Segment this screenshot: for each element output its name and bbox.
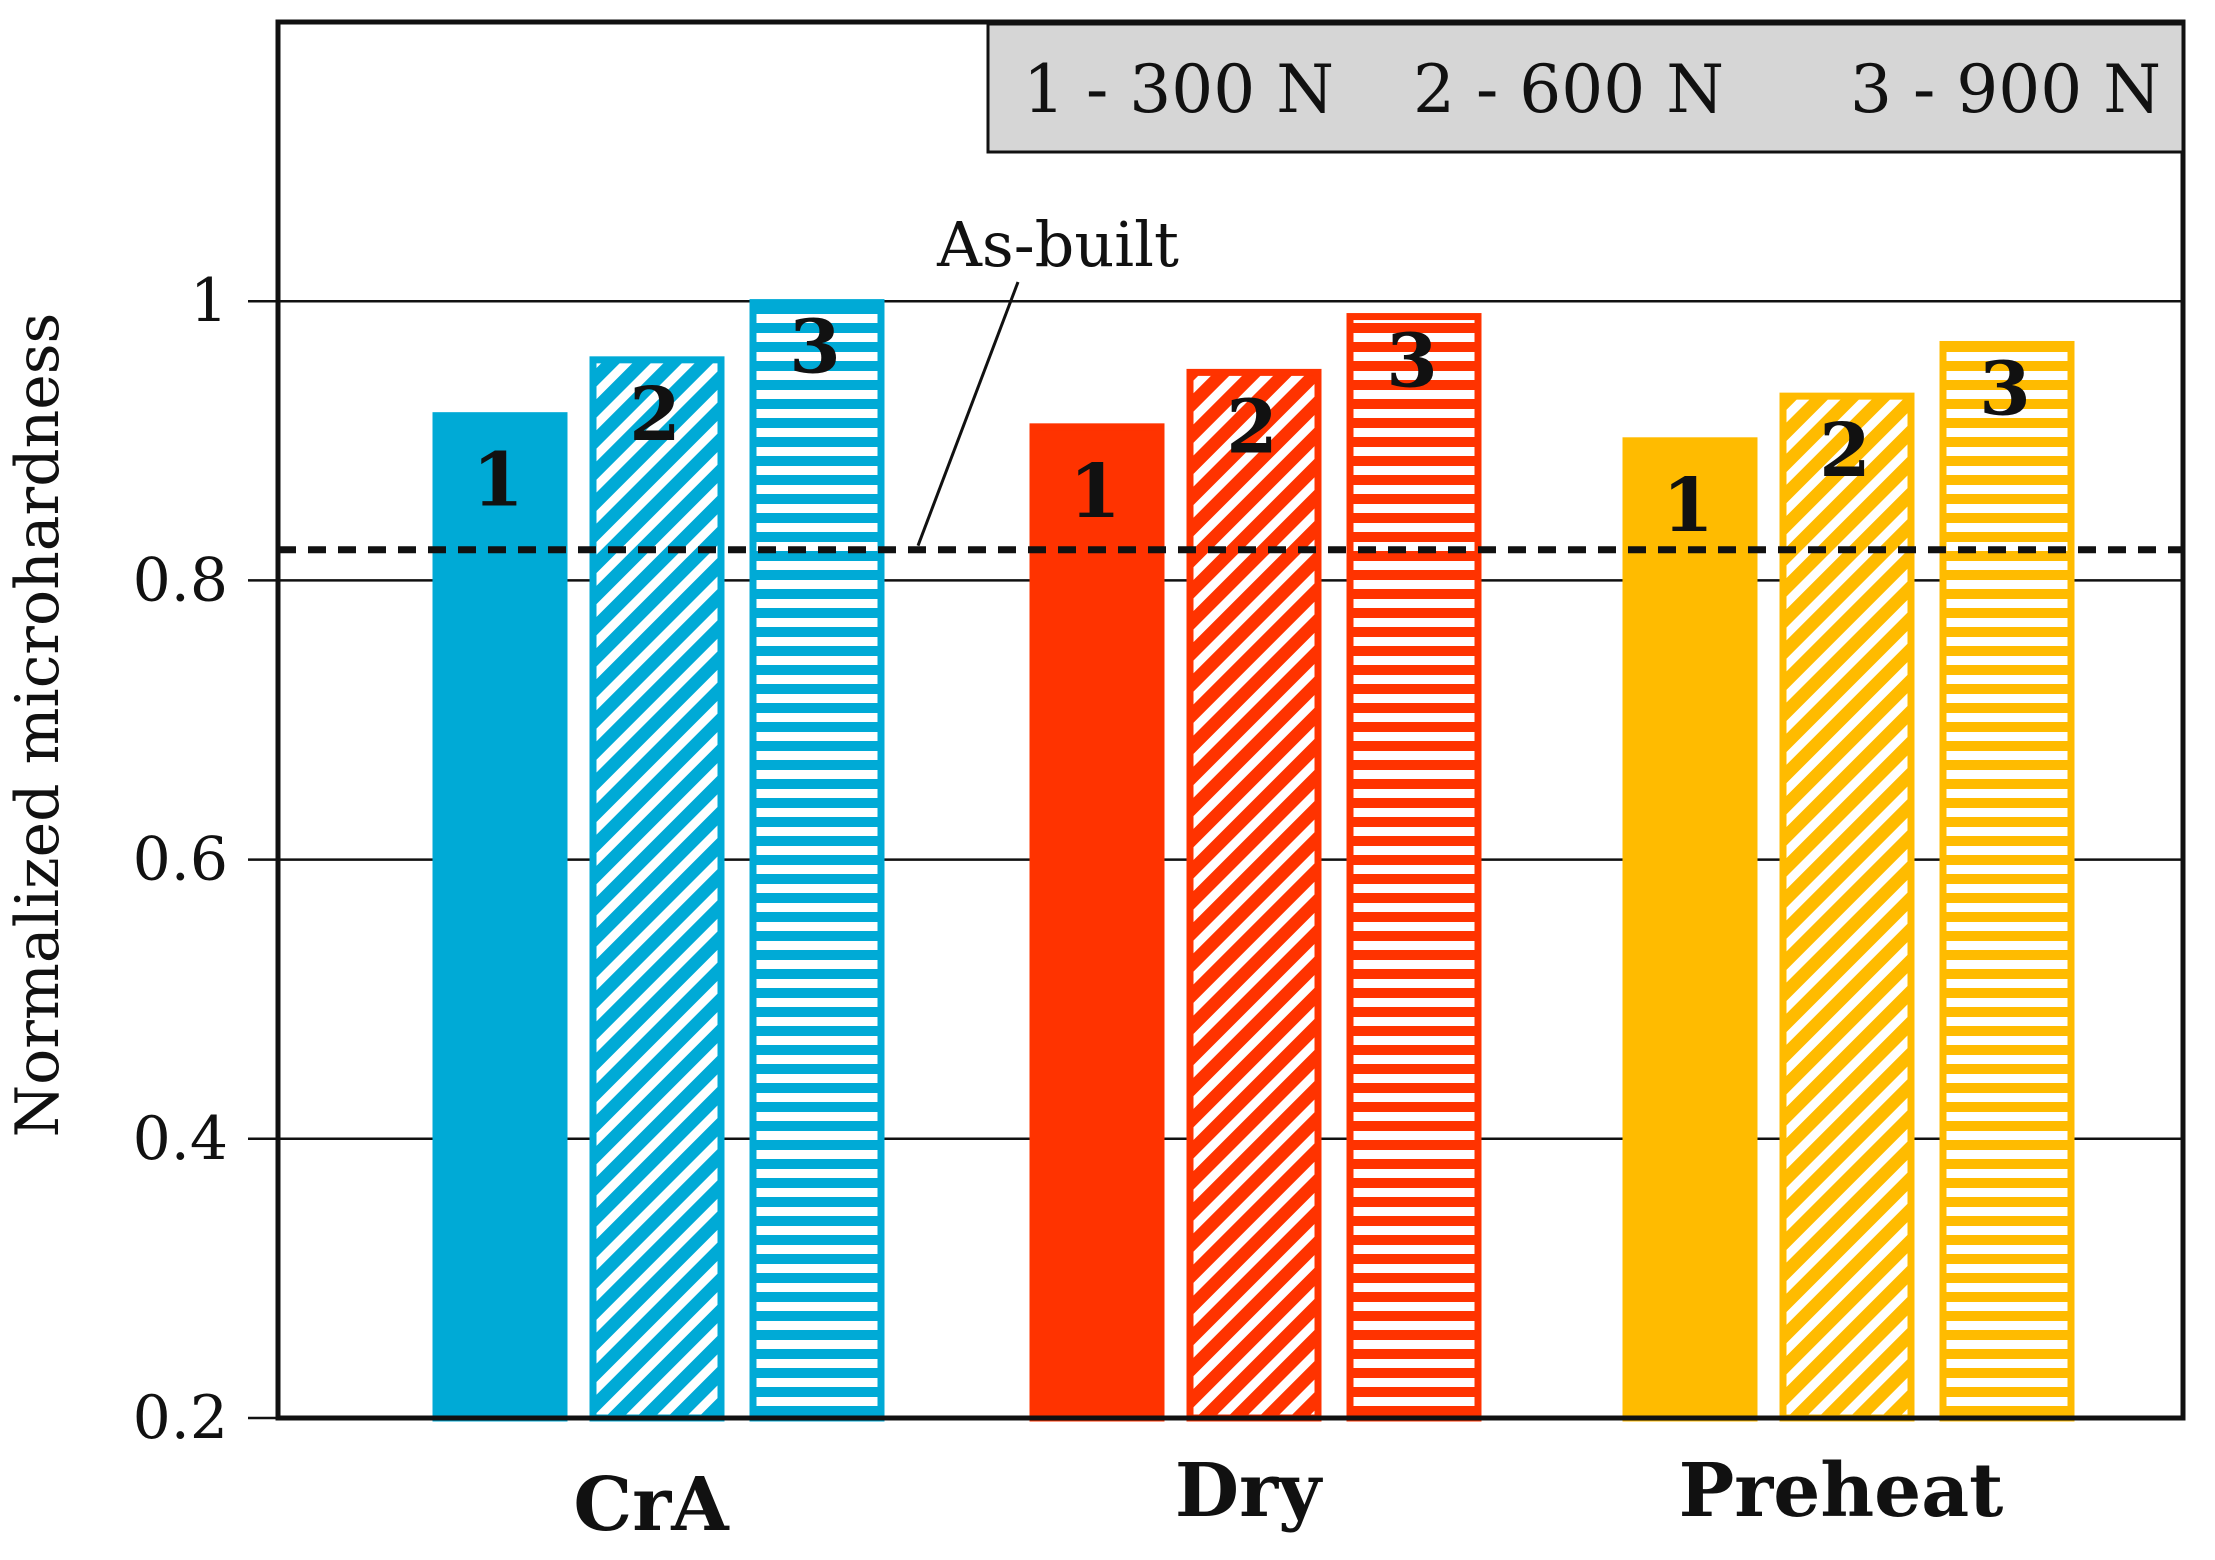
bar-dry-1 (1029, 423, 1165, 1422)
bar-dry-3 (1346, 313, 1482, 1422)
bar-marker-label: 3 (1386, 319, 1438, 405)
bar-marker-label: 3 (1979, 346, 2031, 432)
y-axis-title: Normalized microhardness (3, 313, 73, 1138)
plot-frame (275, 19, 2186, 1421)
bar-preheat-1 (1622, 437, 1758, 1422)
bar-cra-2 (589, 356, 725, 1422)
bar-marker-label: 3 (789, 305, 841, 391)
bar-cra-1 (432, 412, 568, 1422)
reference-line-group: As-built (278, 208, 2183, 554)
legend-entry-1: 1 - 300 N (1023, 51, 1334, 128)
bar-dry-2 (1186, 368, 1322, 1422)
bar-marker-label: 1 (472, 438, 524, 524)
y-axis-ticks: 0.2 0.4 0.6 0.8 1 (133, 266, 228, 1453)
legend-entry-3: 3 - 900 N (1850, 51, 2161, 128)
bar-cra-3 (749, 299, 885, 1422)
bar-preheat-2 (1779, 392, 1915, 1422)
as-built-annotation: As-built (936, 208, 1179, 281)
annotation-leader-line (916, 281, 1020, 547)
bars: 1 2 3 CrA 1 2 3 Dry 1 2 3 Preheat (432, 299, 2075, 1548)
legend: 1 - 300 N 2 - 600 N 3 - 900 N (986, 22, 2185, 154)
y-tick-label: 0.4 (133, 1104, 228, 1174)
x-category-label: Dry (1175, 1448, 1323, 1534)
bar-marker-label: 1 (1662, 463, 1714, 549)
y-tick-label: 1 (190, 266, 228, 336)
y-tick-label: 0.2 (133, 1383, 228, 1453)
bar-preheat-3 (1939, 340, 2075, 1422)
y-tick-label: 0.8 (133, 545, 228, 615)
x-category-label: CrA (573, 1462, 730, 1548)
bar-marker-label: 2 (629, 372, 681, 458)
bar-marker-label: 1 (1069, 449, 1121, 535)
x-category-label: Preheat (1679, 1448, 2004, 1534)
plot-border (275, 19, 2186, 1421)
bar-marker-label: 2 (1226, 384, 1278, 470)
bar-marker-label: 2 (1819, 408, 1871, 494)
legend-entry-2: 2 - 600 N (1413, 51, 1724, 128)
y-tick-label: 0.6 (133, 825, 228, 895)
legend-box (986, 22, 2185, 154)
